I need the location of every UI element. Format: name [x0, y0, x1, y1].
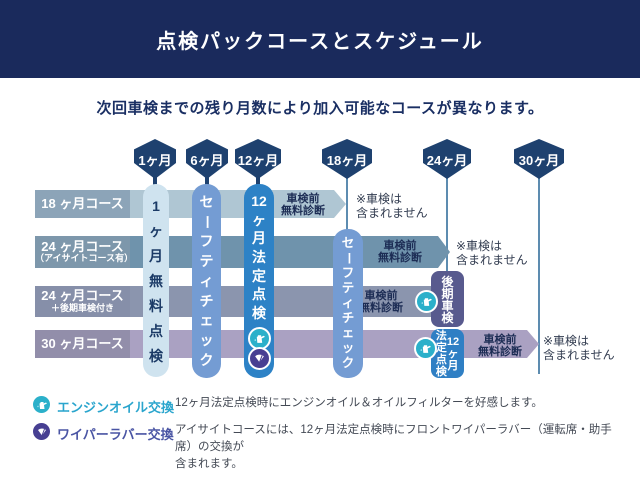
diagnosis-caption-row1: 車検前 無料診断	[281, 193, 325, 217]
pin-tail-6mo	[205, 176, 209, 185]
pin-line-30mo	[538, 177, 540, 374]
timeline-pin-30mo: 30ヶ月	[514, 139, 564, 179]
note-row1: ※車検は 含まれません	[356, 192, 428, 220]
course-label-18mo: 18 ヶ月コース	[35, 190, 130, 218]
oil-can-icon	[415, 290, 438, 313]
bar-safety-check-1: セーフティチェック	[192, 184, 221, 378]
page-title: 点検パックコースとスケジュール	[156, 30, 484, 53]
bar-12mo-legal-inspection-2: 法定点検 12 ヶ月	[431, 329, 464, 378]
pin-tail-12mo	[256, 176, 260, 185]
note-row2: ※車検は 含まれません	[456, 239, 528, 267]
timeline-pin-18mo: 18ヶ月	[322, 139, 372, 179]
legend-wiper-desc: アイサイトコースには、12ヶ月法定点検時にフロントワイパーラバー（運転席・助手席…	[175, 424, 612, 470]
legend-oil-label: エンジンオイル交換	[57, 400, 175, 415]
wiper-icon	[248, 347, 271, 370]
course-label-30mo: 30 ヶ月コース	[35, 330, 130, 358]
diagnosis-caption-row3: 車検前 無料診断	[359, 290, 403, 314]
legal2-months-column: 12 ヶ月	[446, 335, 460, 372]
pin-line-18mo	[346, 177, 348, 230]
course-label-text: 18 ヶ月コース	[41, 195, 124, 211]
wiper-icon	[33, 423, 50, 440]
legal2-name-column: 法定点検	[435, 329, 447, 378]
legend-wiper-label: ワイパーラバー交換	[57, 427, 174, 442]
course-sublabel-text: ＋後期車検付き	[50, 302, 114, 313]
pin-line-24mo	[446, 177, 448, 272]
oil-can-icon	[33, 396, 50, 413]
timeline-pin-24mo: 24ヶ月	[423, 139, 471, 179]
pin-tail-1mo	[153, 176, 157, 185]
bar-safety-check-2: セーフティチェック	[333, 229, 363, 378]
course-label-text: 24 ヶ月コース	[41, 238, 124, 254]
timeline-pin-1mo: 1ヶ月	[134, 139, 176, 179]
course-sublabel-text: （アイサイトコース有）	[35, 253, 134, 264]
course-label-text: 24 ヶ月コース	[41, 288, 124, 304]
diagnosis-caption-row4: 車検前 無料診断	[478, 334, 522, 358]
course-label-24mo-eyesight: 24 ヶ月コース （アイサイトコース有）	[35, 236, 134, 268]
oil-can-icon	[414, 337, 437, 360]
intro-text: 次回車検までの残り月数により加入可能なコースが異なります。	[96, 100, 544, 117]
diagnosis-caption-row2: 車検前 無料診断	[378, 240, 422, 264]
legend-oil-desc: 12ヶ月法定点検時にエンジンオイル＆オイルフィルターを好感します。	[175, 397, 543, 409]
timeline-pin-12mo: 12ヶ月	[235, 139, 281, 179]
header-bar: 点検パックコースとスケジュール	[0, 0, 640, 78]
course-label-24mo-late: 24 ヶ月コース ＋後期車検付き	[35, 286, 130, 317]
bar-late-shaken: 後期車検	[431, 271, 464, 327]
note-row4: ※車検は 含まれません	[543, 334, 615, 362]
timeline-pin-6mo: 6ヶ月	[186, 139, 228, 179]
course-label-text: 30 ヶ月コース	[41, 335, 124, 351]
bar-12mo-legal-inspection: 12 ヶ月法定点検	[244, 184, 274, 322]
